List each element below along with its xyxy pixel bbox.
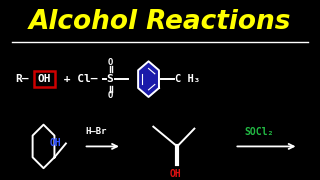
Text: + Cl–: + Cl– [57, 74, 97, 84]
Polygon shape [138, 61, 159, 97]
Text: R–: R– [15, 74, 28, 84]
Text: OH: OH [38, 74, 51, 84]
Text: SOCl₂: SOCl₂ [244, 127, 273, 137]
Text: S: S [107, 74, 113, 84]
Text: OH: OH [170, 169, 181, 179]
Text: OH: OH [50, 138, 61, 148]
Bar [34, 71, 55, 87]
Text: H–Br: H–Br [85, 127, 107, 136]
Text: O: O [108, 91, 113, 100]
Text: Alcohol Reactions: Alcohol Reactions [29, 9, 291, 35]
Text: C H₃: C H₃ [175, 74, 200, 84]
Text: O: O [108, 58, 113, 67]
